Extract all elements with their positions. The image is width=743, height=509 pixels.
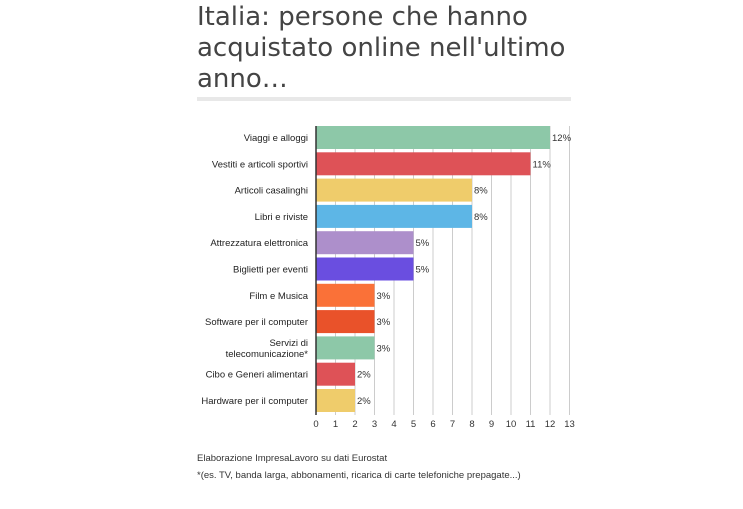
category-label: Software per il computer [205, 317, 308, 328]
title-divider [197, 97, 571, 101]
x-tick-label: 13 [564, 419, 575, 430]
category-labels: Viaggi e alloggi Vestiti e articoli sport… [201, 133, 308, 407]
bar-viaggi-e-alloggi [316, 126, 550, 149]
category-label: Cibo e Generi alimentari [206, 370, 308, 381]
category-label: Attrezzatura elettronica [210, 238, 308, 249]
bar-hardware-per-il-computer [316, 389, 355, 412]
data-label: 3% [377, 317, 391, 328]
x-tick-label: 7 [450, 419, 455, 430]
category-label: Film e Musica [249, 291, 308, 302]
bar-software-per-il-computer [316, 310, 375, 334]
x-axis-ticks: 0 1 2 3 4 5 6 7 8 9 10 11 12 13 [313, 419, 574, 430]
footnote: *(es. TV, banda larga, abbonamenti, rica… [197, 470, 521, 481]
data-label: 5% [416, 265, 430, 276]
category-label: Libri e riviste [255, 212, 308, 223]
x-tick-label: 2 [352, 419, 357, 430]
x-tick-label: 9 [489, 419, 494, 430]
bar-cibo-e-generi-alimentari [316, 362, 355, 386]
data-label: 3% [377, 291, 391, 302]
bar-biglietti-per-eventi [316, 257, 414, 281]
category-label: Vestiti e articoli sportivi [212, 159, 308, 170]
bar-articoli-casalinghi [316, 178, 472, 202]
category-label: Hardware per il computer [201, 396, 308, 407]
x-tick-label: 12 [545, 419, 556, 430]
data-label: 8% [474, 186, 488, 197]
bars [316, 126, 550, 412]
source-note: Elaborazione ImpresaLavoro su dati Euros… [197, 453, 388, 464]
data-label: 12% [552, 133, 572, 144]
x-tick-label: 4 [391, 419, 396, 430]
x-tick-label: 10 [506, 419, 517, 430]
data-labels: 12% 11% 8% 8% 5% 5% 3% 3% 3% 2% 2% [357, 133, 572, 407]
bar-vestiti-e-articoli-sportivi [316, 152, 531, 176]
x-tick-label: 6 [430, 419, 435, 430]
data-label: 2% [357, 370, 371, 381]
data-label: 8% [474, 212, 488, 223]
bar-libri-e-riviste [316, 204, 472, 228]
chart-title: Italia: persone che hanno acquistato onl… [197, 2, 566, 94]
x-tick-label: 3 [372, 419, 377, 430]
bar-servizi-di-telecomunicazione [316, 336, 375, 360]
data-label: 5% [416, 238, 430, 249]
data-label: 11% [533, 159, 552, 170]
category-label: Articoli casalinghi [235, 186, 308, 197]
x-tick-label: 8 [469, 419, 474, 430]
x-tick-label: 11 [526, 419, 536, 430]
data-label: 2% [357, 396, 371, 407]
bar-film-e-musica [316, 283, 375, 307]
category-label: Viaggi e alloggi [244, 133, 308, 144]
category-label: Servizi di telecomunicazione* [226, 338, 309, 360]
data-label: 3% [377, 343, 391, 354]
category-label: Biglietti per eventi [233, 265, 308, 276]
x-tick-label: 0 [313, 419, 318, 430]
x-tick-label: 5 [411, 419, 416, 430]
x-tick-label: 1 [333, 419, 338, 430]
bar-attrezzatura-elettronica [316, 231, 414, 255]
